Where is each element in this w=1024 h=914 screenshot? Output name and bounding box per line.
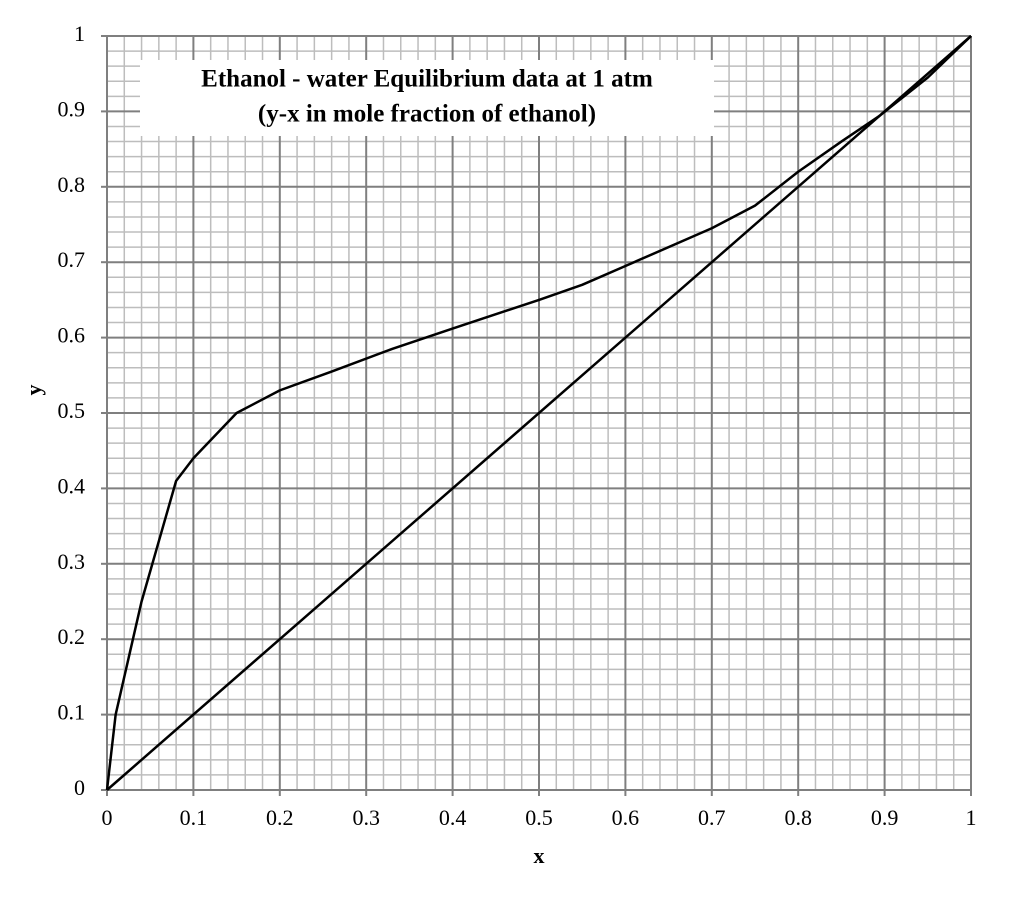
x-tick-label: 0.3 <box>352 805 380 830</box>
y-tick-label: 0.1 <box>58 700 86 725</box>
series-line <box>106 35 972 791</box>
x-tick-label: 0 <box>102 805 113 830</box>
y-axis-label: y <box>21 385 46 396</box>
x-axis-label: x <box>534 843 545 868</box>
x-tick-label: 0.8 <box>784 805 812 830</box>
chart-subtitle: (y-x in mole fraction of ethanol) <box>258 101 596 128</box>
x-tick-label: 0.7 <box>698 805 726 830</box>
y-tick-label: 0.5 <box>58 398 86 423</box>
y-tick-label: 0 <box>74 775 85 800</box>
series-line <box>105 35 972 791</box>
y-tick-label: 0.4 <box>58 473 86 498</box>
x-tick-label: 0.2 <box>266 805 294 830</box>
y-tick-label: 0.3 <box>58 549 86 574</box>
y-tick-label: 0.6 <box>58 323 86 348</box>
x-tick-label: 0.1 <box>180 805 208 830</box>
x-tick-label: 0.5 <box>525 805 553 830</box>
y-tick-label: 0.7 <box>58 247 86 272</box>
chart-title: Ethanol - water Equilibrium data at 1 at… <box>201 66 653 93</box>
y-tick-label: 1 <box>74 21 85 46</box>
x-tick-label: 0.4 <box>439 805 467 830</box>
x-tick-label: 1 <box>966 805 977 830</box>
y-tick-label: 0.9 <box>58 96 86 121</box>
y-tick-label: 0.2 <box>58 624 86 649</box>
y-tick-label: 0.8 <box>58 172 86 197</box>
title-box <box>140 60 714 136</box>
x-tick-label: 0.6 <box>612 805 640 830</box>
grid <box>106 35 972 791</box>
x-tick-label: 0.9 <box>871 805 899 830</box>
